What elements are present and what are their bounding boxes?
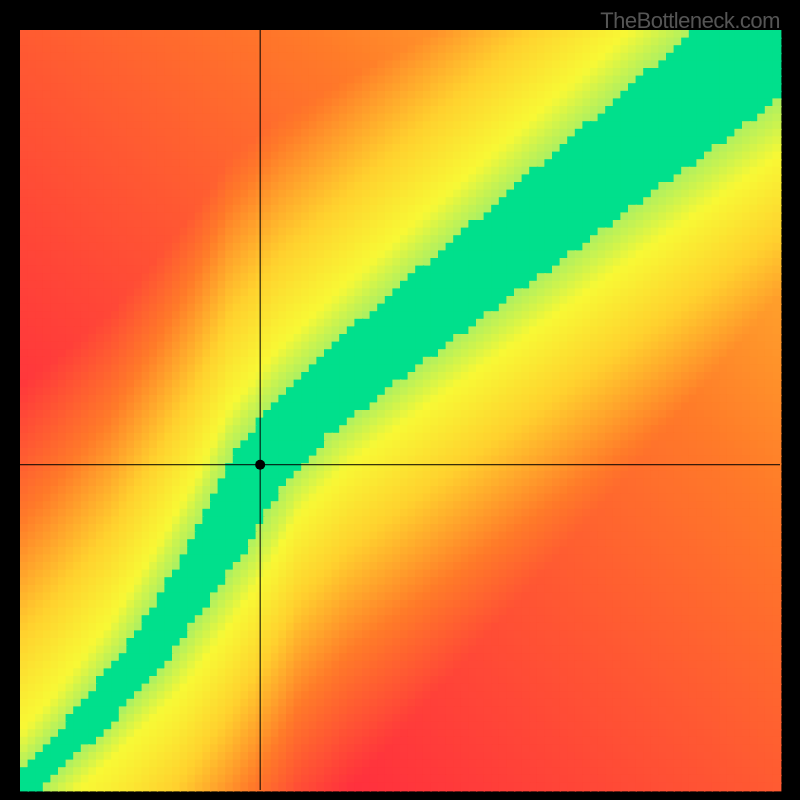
- bottleneck-heatmap: [0, 0, 800, 800]
- watermark-text: TheBottleneck.com: [600, 8, 780, 34]
